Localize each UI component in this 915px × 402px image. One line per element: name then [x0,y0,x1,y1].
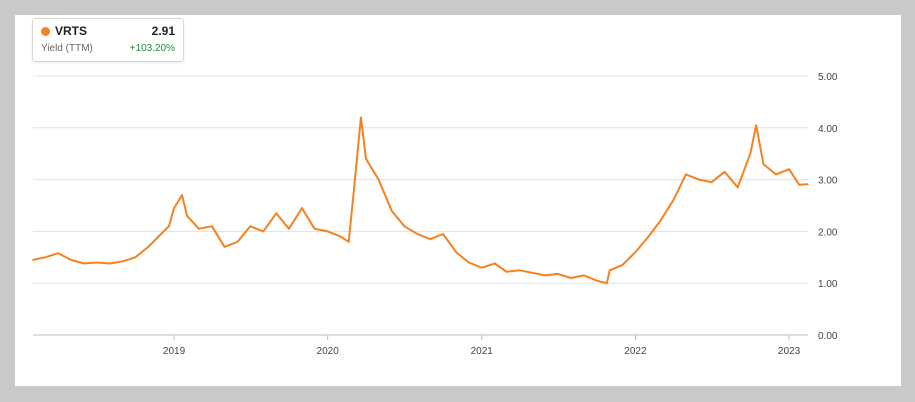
x-tick-label: 2023 [778,346,801,357]
data-point [32,259,34,261]
legend-change: +103.20% [129,43,175,54]
y-tick-label: 0.00 [818,331,838,342]
chart-panel [15,15,901,386]
series-lines [32,116,809,285]
data-point [160,233,162,235]
data-point [186,215,188,217]
data-point [108,262,111,265]
data-point [44,256,46,259]
data-point [173,207,175,209]
data-point [416,233,419,235]
data-point [313,228,316,230]
data-point [390,209,393,212]
x-tick-label: 2020 [317,346,340,357]
data-point [621,264,624,266]
data-point [557,273,559,275]
data-point [755,124,757,126]
x-tick-label: 2021 [471,346,494,357]
data-point [377,178,380,181]
data-point [672,199,675,202]
data-point [301,207,303,209]
data-point [807,183,809,186]
data-point [518,269,521,272]
data-point [606,282,608,285]
legend-card[interactable]: VRTS 2.91 Yield (TTM) +103.20% [32,18,184,62]
y-tick-label: 1.00 [818,279,838,290]
data-point [134,256,137,259]
data-point [455,251,457,253]
data-point [181,194,183,196]
data-point [429,238,432,240]
y-axis: 0.00 1.00 2.00 3.00 4.00 5.00 [818,72,838,342]
x-axis: 2019 2020 2021 2022 2023 [163,335,801,357]
data-point [736,186,739,189]
data-point [326,230,329,233]
data-point [544,274,547,277]
series-line-VRTS[interactable] [32,116,809,285]
data-point [494,262,496,265]
grid-lines [33,75,808,336]
y-tick-label: 4.00 [818,124,838,135]
data-point [347,241,350,243]
data-point [83,262,85,265]
data-point [595,279,598,282]
y-tick-label: 3.00 [818,176,838,187]
data-point [570,277,572,279]
data-point [236,241,239,243]
data-point [365,158,367,160]
data-point [339,235,342,238]
data-point [467,261,470,264]
data-point [223,246,226,248]
data-point [798,184,800,186]
data-point [442,233,444,235]
data-point [403,225,406,227]
data-point [275,212,278,215]
data-point [659,220,661,222]
data-point [352,199,354,202]
data-point [710,181,713,183]
data-point [698,178,700,181]
legend-ticker: VRTS [55,24,88,38]
data-point [262,230,265,233]
data-point [481,266,483,269]
data-point [634,251,637,253]
data-point [788,168,790,170]
data-point [762,163,765,165]
data-point [147,246,150,248]
data-point [70,259,72,261]
legend-value: 2.91 [151,24,175,38]
data-point [608,269,611,272]
series-color-dot [41,27,50,36]
data-point [749,152,752,155]
legend-metric: Yield (TTM) [41,43,93,54]
data-point [95,261,98,264]
data-point [211,225,213,227]
y-tick-label: 2.00 [818,227,838,238]
data-point [168,225,170,227]
data-point [583,274,585,277]
x-tick-label: 2019 [163,346,186,357]
x-tick-label: 2022 [624,346,647,357]
data-point [531,272,534,274]
data-point [505,271,508,273]
data-point [685,173,687,176]
data-point [723,171,726,173]
data-point [198,228,200,230]
data-point [57,252,60,254]
data-point [775,173,777,176]
data-point [249,225,251,227]
data-point [121,260,124,263]
data-point [360,116,362,119]
y-tick-label: 5.00 [818,72,838,83]
data-point [647,235,650,238]
data-point [288,228,290,230]
